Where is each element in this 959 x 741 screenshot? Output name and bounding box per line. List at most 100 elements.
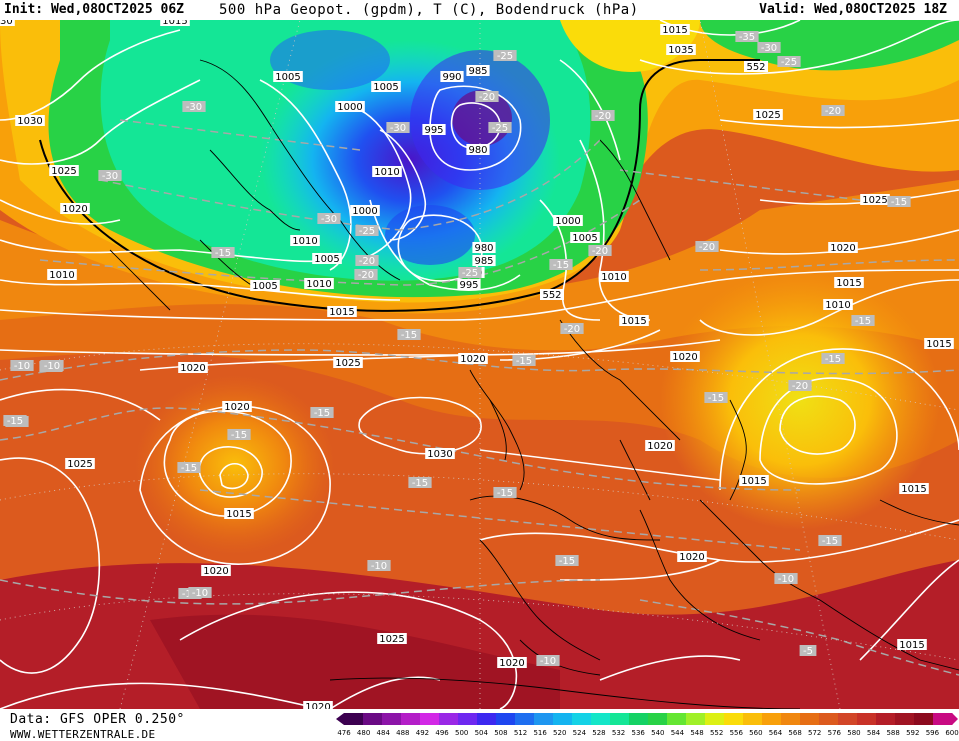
colorbar-tick-label: 548 [690, 729, 704, 737]
temperature-label-bg [757, 42, 781, 53]
isobar-label: 1005 [252, 281, 277, 292]
isobar-label-bg [670, 351, 700, 362]
website-credit: WWW.WETTERZENTRALE.DE [10, 728, 156, 741]
colorbar-swatch [648, 713, 668, 725]
isobar-label-bg [222, 401, 252, 412]
geopotential-552-line [39, 59, 760, 312]
colorbar-tick-label: 572 [808, 729, 822, 737]
temperature-label-bg [98, 170, 122, 181]
isobar-labels: 1015 1030 1025 1020 1010 1005 1000 1005 990 985 99… [0, 20, 954, 709]
colorbar-swatch [363, 713, 383, 725]
isobar-label: 1035 [668, 45, 693, 56]
temperature-label: -15 [559, 556, 575, 567]
colorbar-tick-label: 488 [396, 729, 410, 737]
isobar-label-bg [350, 205, 380, 216]
temperature-label-bg [211, 247, 235, 258]
isobar-label: 1020 [647, 441, 672, 452]
isobar-label-bg [457, 279, 481, 290]
colorbar-tick-label: 512 [513, 729, 528, 737]
colorbar-swatch [914, 713, 934, 725]
isobar-label: 1025 [862, 195, 887, 206]
temperature-label: -15 [412, 478, 428, 489]
geopotential-label-bg [540, 289, 564, 300]
colorbar-tick-label: 552 [709, 729, 724, 737]
temperature-label: -30 [102, 171, 118, 182]
temperature-label: -15 [7, 416, 23, 427]
colorbar-tick-label: 596 [925, 729, 940, 737]
colorbar-swatch [838, 713, 858, 725]
colorbar-tick-label: 508 [494, 729, 508, 737]
isobar-label-bg [924, 338, 954, 349]
isobar-label-bg [201, 565, 231, 576]
colorbar-swatch [458, 713, 478, 725]
temperature-label-bg [3, 415, 27, 426]
temperature-label-bg [188, 587, 212, 598]
temperature-label-bg [227, 429, 251, 440]
colorbar-tick-label: 536 [631, 729, 645, 737]
isobar-label-bg [335, 101, 365, 112]
isobar-label-bg [497, 657, 527, 668]
temperature-label-bg [774, 573, 798, 584]
temperature-label: -20 [595, 111, 611, 122]
temperature-label-bg [355, 225, 379, 236]
isobar-label-bg [273, 71, 303, 82]
map-title: 500 hPa Geopot. (gpdm), T (C), Bodendruc… [219, 2, 639, 18]
colorbar-swatch [572, 713, 592, 725]
geopotential-label: 552 [542, 290, 561, 301]
temperature-label-bg [591, 110, 615, 121]
map-footer: Data: GFS OPER 0.250° WWW.WETTERZENTRALE… [0, 709, 959, 741]
isobar-label-bg [372, 166, 402, 177]
colorbar-tick-label: 592 [906, 729, 920, 737]
colorbar-tick-label: 480 [356, 729, 371, 737]
isobar-label-bg [666, 44, 696, 55]
temperature-label: -20 [479, 92, 495, 103]
isobar-label: 980 [474, 243, 493, 254]
temperature-label: -15 [822, 536, 838, 547]
isobar-label: 1005 [314, 254, 339, 265]
temperature-label: -20 [592, 246, 608, 257]
isobar-label-bg [472, 255, 496, 266]
map-header: Init: Wed,08OCT2025 06Z 500 hPa Geopot. … [0, 0, 959, 20]
temperature-label: -10 [540, 656, 556, 667]
colorbar-tick-label: 476 [337, 729, 351, 737]
isobar-label-bg [312, 253, 342, 264]
colorbar-swatch [876, 713, 896, 725]
temperature-label-bg [555, 555, 579, 566]
colorbar-arrow-right [952, 713, 958, 725]
isobar-label-bg [645, 440, 675, 451]
isobar-label-bg [377, 633, 407, 644]
temperature-label: -15 [825, 354, 841, 365]
isobar-label: 1005 [373, 82, 398, 93]
colorbar-swatch [401, 713, 421, 725]
temperature-label: -20 [699, 242, 715, 253]
isobar-label: 1025 [755, 110, 780, 121]
colorbar-tick-label: 544 [670, 729, 685, 737]
temperature-label-bg [735, 31, 759, 42]
colorbar-swatch [857, 713, 877, 725]
isobar-label: 1020 [305, 702, 330, 709]
isobar-label-bg [160, 20, 190, 26]
colorbar-swatch [382, 713, 402, 725]
temperature-label-bg [177, 462, 201, 473]
valid-time: Valid: Wed,08OCT2025 18Z [759, 2, 947, 17]
temperature-label: -25 [781, 57, 797, 68]
temperature-label: -5 [803, 646, 813, 657]
isobar-label: 1020 [672, 352, 697, 363]
colorbar-tick-label: 600 [945, 729, 959, 737]
temperature-label-bg [397, 329, 421, 340]
colorbar-swatch [515, 713, 535, 725]
isobar-label: 1015 [899, 640, 924, 651]
isobar-label: 1015 [621, 316, 646, 327]
isobar-label: 1015 [901, 484, 926, 495]
temperature-label-bg [488, 122, 512, 133]
isobar-label-bg [333, 357, 363, 368]
colorbar-tick-label: 496 [435, 729, 449, 737]
isobar-label-bg [677, 551, 707, 562]
isobar-label: 1005 [275, 72, 300, 83]
colorbar-swatch [762, 713, 782, 725]
temperature-label: -10 [778, 574, 794, 585]
temperature-label: -35 [739, 32, 755, 43]
colorbar-tick-label: 516 [533, 729, 547, 737]
isobar-label: 1015 [329, 307, 354, 318]
isobar-label-bg [619, 315, 649, 326]
